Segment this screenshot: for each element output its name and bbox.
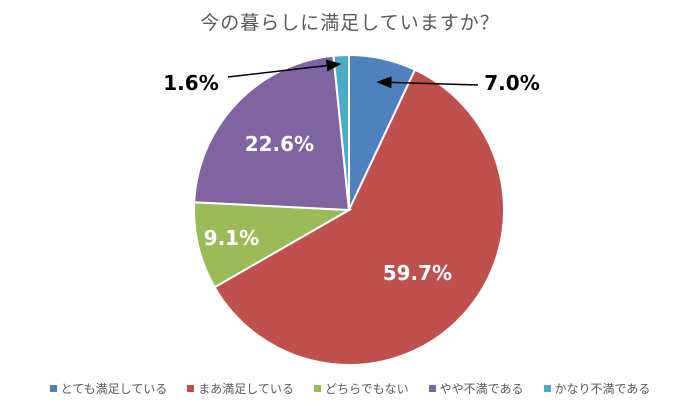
- pie-slice-neutral: [193, 201, 353, 289]
- pie-slice-somewhat-dissatisfied: [193, 54, 351, 212]
- legend-label-very-satisfied: とても満足している: [60, 382, 168, 396]
- legend-label-somewhat-dissatisfied: やや不満である: [439, 382, 524, 396]
- legend: とても満足している まあ満足している どちらでもない やや不満である かなり不満…: [0, 380, 700, 397]
- legend-swatch-somewhat-satisfied: [187, 385, 195, 392]
- legend-label-somewhat-satisfied: まあ満足している: [198, 382, 294, 396]
- legend-swatch-somewhat-dissatisfied: [428, 385, 436, 392]
- legend-item-very-satisfied: とても満足している: [49, 380, 168, 397]
- legend-item-somewhat-dissatisfied: やや不満である: [428, 380, 524, 397]
- legend-item-somewhat-satisfied: まあ満足している: [187, 380, 294, 397]
- data-label-neutral: 9.1%: [204, 226, 259, 250]
- pie-slice-very-dissatisfied: [332, 53, 350, 211]
- data-label-somewhat-dissatisfied: 22.6%: [245, 132, 314, 156]
- leader-arrow-very-satisfied: [376, 76, 479, 89]
- legend-swatch-very-dissatisfied: [543, 385, 551, 392]
- legend-swatch-very-satisfied: [49, 385, 57, 392]
- data-label-very-satisfied: 7.0%: [484, 71, 539, 95]
- pie-slice-somewhat-satisfied: [213, 68, 505, 366]
- legend-item-very-dissatisfied: かなり不満である: [543, 380, 651, 397]
- leader-arrow-very-dissatisfied: [227, 59, 342, 78]
- legend-label-very-dissatisfied: かなり不満である: [554, 382, 651, 396]
- data-label-very-dissatisfied: 1.6%: [163, 71, 218, 95]
- legend-label-neutral: どちらでもない: [324, 382, 409, 396]
- data-label-somewhat-satisfied: 59.7%: [383, 261, 452, 285]
- legend-swatch-neutral: [313, 385, 321, 392]
- chart-title: 今の暮らしに満足していますか？: [200, 12, 500, 34]
- legend-item-neutral: どちらでもない: [313, 380, 409, 397]
